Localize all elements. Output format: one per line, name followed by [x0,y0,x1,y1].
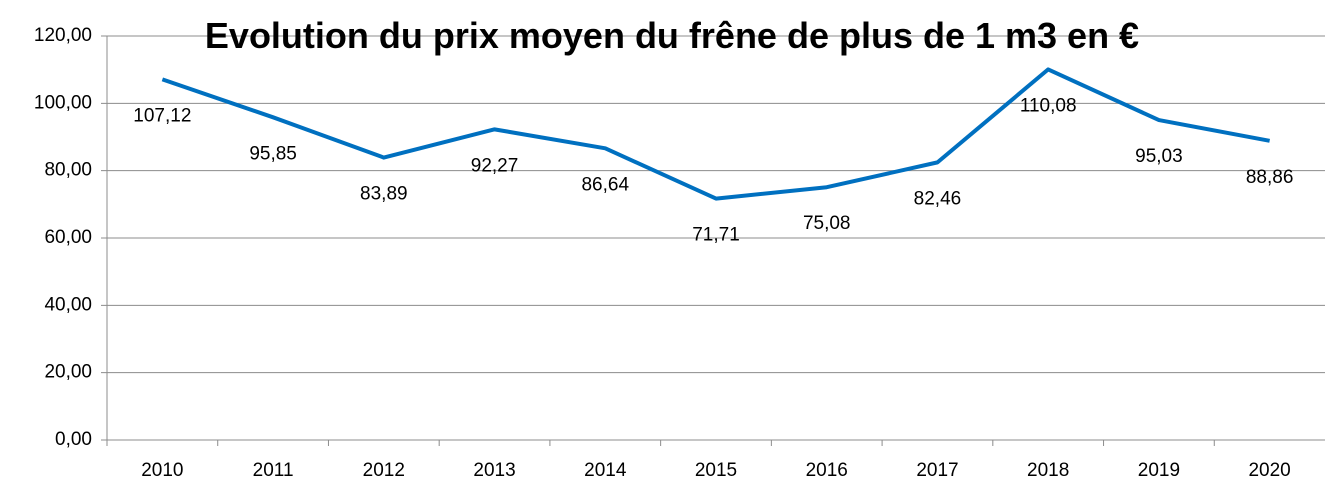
data-label: 75,08 [803,213,851,234]
data-label: 95,85 [249,143,297,164]
data-label: 86,64 [581,174,629,195]
x-tick-label: 2010 [141,460,183,481]
y-tick-label: 20,00 [44,362,92,383]
y-tick-label: 0,00 [55,429,92,450]
line-series [161,67,1271,201]
y-tick-label: 40,00 [44,294,92,315]
chart-title: Evolution du prix moyen du frêne de plus… [204,15,1140,56]
data-label: 110,08 [1020,95,1077,116]
data-label: 92,27 [471,155,519,176]
x-tick-label: 2016 [806,460,848,481]
x-tick-label: 2011 [253,460,294,481]
x-tick-label: 2019 [1138,460,1180,481]
y-tick-label: 100,00 [34,92,92,113]
data-label: 71,71 [692,225,740,246]
data-label: 82,46 [914,188,962,209]
data-label: 83,89 [360,184,408,205]
data-label: 95,03 [1135,146,1183,167]
data-label: 107,12 [133,105,191,126]
y-tick-label: 60,00 [44,227,92,248]
x-tick-label: 2017 [916,460,958,481]
x-tick-label: 2018 [1027,460,1069,481]
x-tick-label: 2014 [584,460,627,481]
x-tick-label: 2012 [363,460,405,481]
x-tick-label: 2013 [473,460,515,481]
x-tick-label: 2015 [695,460,737,481]
data-label: 88,86 [1246,167,1294,188]
y-tick-label: 80,00 [44,160,92,181]
x-tick-label: 2020 [1248,460,1290,481]
y-tick-label: 120,00 [34,25,92,46]
